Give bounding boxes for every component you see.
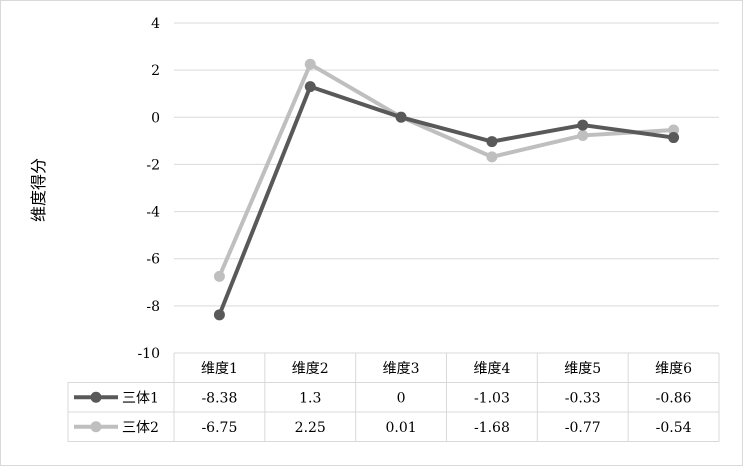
y-tick-label: -10 bbox=[137, 346, 160, 362]
y-tick-label: -6 bbox=[146, 252, 160, 268]
x-tick-label: 维度4 bbox=[473, 361, 510, 377]
x-tick-label: 维度5 bbox=[564, 361, 601, 377]
data-table-cell: -0.77 bbox=[565, 420, 601, 436]
data-table-cell: 2.25 bbox=[295, 420, 326, 436]
data-table: 维度1 维度2 维度3 维度4 维度5 维度6 三体1 -8.38 1.3 0 -1.03 -0.33… bbox=[67, 352, 720, 442]
data-point bbox=[304, 58, 316, 70]
data-point bbox=[486, 151, 498, 163]
data-point bbox=[668, 124, 680, 136]
y-axis-ticks: 4 2 0 -2 -4 -6 -8 -10 bbox=[137, 16, 160, 362]
data-point bbox=[213, 309, 225, 321]
data-point bbox=[304, 81, 316, 93]
data-point bbox=[395, 111, 407, 123]
data-table-cell: 1.3 bbox=[299, 390, 321, 406]
y-tick-label: 4 bbox=[151, 16, 160, 32]
series-line bbox=[217, 84, 674, 316]
x-tick-label: 维度3 bbox=[383, 361, 420, 377]
x-tick-label: 维度6 bbox=[655, 361, 692, 377]
data-point bbox=[577, 129, 589, 141]
y-tick-label: 2 bbox=[151, 63, 160, 79]
data-table-cell: 0.01 bbox=[385, 420, 416, 436]
data-point bbox=[213, 270, 225, 282]
data-point bbox=[486, 136, 498, 148]
data-table-cell: 0 bbox=[397, 390, 406, 406]
legend-marker bbox=[90, 391, 102, 403]
gridlines bbox=[174, 22, 719, 307]
data-table-cell: -0.54 bbox=[656, 420, 692, 436]
y-tick-label: -8 bbox=[146, 299, 160, 315]
data-table-cell: -0.33 bbox=[565, 390, 601, 406]
legend-marker bbox=[90, 421, 102, 433]
data-table-cell: -6.75 bbox=[201, 420, 237, 436]
series-line bbox=[217, 62, 674, 278]
legend-label: 三体1 bbox=[122, 390, 159, 406]
data-table-cell: -1.68 bbox=[474, 420, 510, 436]
legend-label: 三体2 bbox=[122, 420, 159, 436]
data-point bbox=[577, 119, 589, 131]
y-tick-label: -2 bbox=[146, 157, 160, 173]
y-tick-label: -4 bbox=[146, 205, 160, 221]
y-axis-label: 维度得分 bbox=[29, 158, 48, 222]
series-lines bbox=[213, 58, 680, 321]
data-table-cell: -0.86 bbox=[656, 390, 692, 406]
y-tick-label: 0 bbox=[151, 110, 160, 126]
data-table-cell: -1.03 bbox=[474, 390, 510, 406]
x-tick-label: 维度2 bbox=[292, 361, 329, 377]
data-point bbox=[668, 132, 680, 144]
x-tick-label: 维度1 bbox=[201, 361, 238, 377]
data-table-cell: -8.38 bbox=[201, 390, 237, 406]
